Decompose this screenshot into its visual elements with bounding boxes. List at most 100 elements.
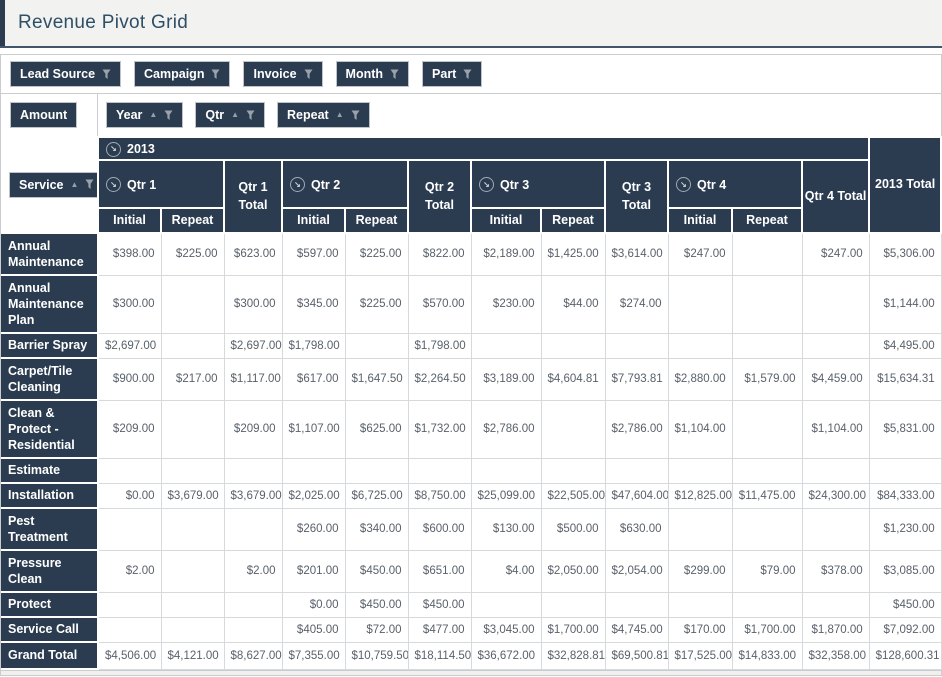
data-cell: $1,117.00 xyxy=(223,357,283,401)
data-cell: $2,786.00 xyxy=(470,399,542,459)
table-row: Carpet/Tile Cleaning $900.00 $217.00 $1,117… xyxy=(1,357,942,401)
column-group-qtr-2[interactable]: ↘ Qtr 2 xyxy=(281,159,409,209)
data-cell xyxy=(160,399,225,459)
sort-asc-icon: ▲ xyxy=(149,110,158,119)
data-cell: $4,745.00 xyxy=(604,616,669,643)
table-row: Clean & Protect - Residential $209.00 $209… xyxy=(1,399,942,459)
column-group-2013[interactable]: ↘ 2013 xyxy=(96,136,871,161)
column-header-qtr-4-initial: Initial xyxy=(667,207,733,234)
filter-icon[interactable] xyxy=(304,69,313,80)
filter-icon[interactable] xyxy=(246,110,255,121)
data-cell: $1,425.00 xyxy=(540,232,606,276)
column-group-qtr-4-label: Qtr 4 xyxy=(697,177,727,192)
data-cell: $2.00 xyxy=(223,549,283,593)
filter-icon[interactable] xyxy=(351,110,360,121)
filter-fields-area: Lead Source Campaign Invoice Month Part xyxy=(1,55,941,94)
data-cell: $1,579.00 xyxy=(731,357,803,401)
filter-icon[interactable] xyxy=(85,179,94,190)
data-cell: $0.00 xyxy=(281,591,346,618)
year-field-label: Year xyxy=(116,108,143,122)
repeat-field-button[interactable]: Repeat ▲ xyxy=(277,102,370,128)
table-row: Protect $0.00 $450.00 $450.00 $450.00 xyxy=(1,591,942,618)
pivot-grid-container: Lead Source Campaign Invoice Month Part Amou… xyxy=(0,54,942,676)
filter-field-part-field-button[interactable]: Part xyxy=(422,61,483,87)
filter-field-campaign-field-button[interactable]: Campaign xyxy=(134,61,231,87)
data-cell xyxy=(97,507,162,551)
column-group-qtr-1-label: Qtr 1 xyxy=(127,177,157,192)
data-cell: $8,627.00 xyxy=(223,641,283,670)
filter-field-month-field-button[interactable]: Month xyxy=(335,61,410,87)
data-cell: $1,798.00 xyxy=(407,332,472,359)
data-cell xyxy=(667,332,733,359)
data-cell: $1,700.00 xyxy=(731,616,803,643)
bottom-strip xyxy=(1,670,941,675)
data-cell xyxy=(160,332,225,359)
data-cell xyxy=(731,507,803,551)
data-cell: $17,525.00 xyxy=(667,641,733,670)
data-cell: $36,672.00 xyxy=(470,641,542,670)
data-cell: $5,306.00 xyxy=(868,232,942,276)
column-header-qtr-1-repeat: Repeat xyxy=(160,207,225,234)
data-cell xyxy=(540,332,606,359)
page-title: Revenue Pivot Grid xyxy=(18,12,189,33)
column-fields-area: Year ▲ Qtr ▲ Repeat ▲ xyxy=(98,94,370,136)
filter-field-lead-source-field-button[interactable]: Lead Source xyxy=(10,61,122,87)
data-cell xyxy=(97,616,162,643)
data-cell: $274.00 xyxy=(604,274,669,334)
data-cell: $130.00 xyxy=(470,507,542,551)
filter-icon[interactable] xyxy=(211,69,220,80)
data-cell: $2,025.00 xyxy=(281,482,346,509)
data-cell xyxy=(223,507,283,551)
data-cell xyxy=(731,591,803,618)
data-cell: $209.00 xyxy=(97,399,162,459)
data-cell: $2,697.00 xyxy=(97,332,162,359)
data-cell: $170.00 xyxy=(667,616,733,643)
data-cell: $570.00 xyxy=(407,274,472,334)
collapse-icon[interactable]: ↘ xyxy=(106,177,121,193)
data-cell xyxy=(604,457,669,484)
data-cell xyxy=(344,332,409,359)
sort-asc-icon: ▲ xyxy=(70,179,79,189)
qtr-field-button[interactable]: Qtr ▲ xyxy=(195,102,266,128)
data-cell: $1,144.00 xyxy=(868,274,942,334)
filter-field-invoice-field-button[interactable]: Invoice xyxy=(243,61,323,87)
data-cell: $15,634.31 xyxy=(868,357,942,401)
data-cell: $225.00 xyxy=(344,232,409,276)
data-cell xyxy=(868,457,942,484)
data-cell xyxy=(160,549,225,593)
data-cell: $405.00 xyxy=(281,616,346,643)
collapse-icon[interactable]: ↘ xyxy=(676,177,691,193)
year-field-button[interactable]: Year ▲ xyxy=(106,102,184,128)
filter-field-month-field-label: Month xyxy=(345,67,384,81)
data-cell xyxy=(407,457,472,484)
data-cell xyxy=(604,591,669,618)
filter-icon[interactable] xyxy=(390,69,399,80)
data-cell xyxy=(160,591,225,618)
filter-icon[interactable] xyxy=(102,69,111,80)
column-group-qtr-1[interactable]: ↘ Qtr 1 xyxy=(97,159,225,209)
collapse-icon[interactable]: ↘ xyxy=(106,141,121,157)
column-group-qtr-4[interactable]: ↘ Qtr 4 xyxy=(667,159,803,209)
data-cell: $260.00 xyxy=(281,507,346,551)
filter-icon[interactable] xyxy=(463,69,472,80)
data-cell: $340.00 xyxy=(344,507,409,551)
service-field-button[interactable]: Service ▲ xyxy=(9,171,96,198)
repeat-field-label: Repeat xyxy=(287,108,329,122)
collapse-icon[interactable]: ↘ xyxy=(479,177,494,193)
data-cell: $1,104.00 xyxy=(801,399,870,459)
data-cell: $7,092.00 xyxy=(868,616,942,643)
data-cell xyxy=(731,457,803,484)
data-cell: $128,600.31 xyxy=(868,641,942,670)
data-cell: $1,107.00 xyxy=(281,399,346,459)
data-cell: $450.00 xyxy=(344,549,409,593)
row-header: Pressure Clean xyxy=(1,549,99,593)
column-header-qtr-3-initial: Initial xyxy=(470,207,542,234)
row-header: Clean & Protect - Residential xyxy=(1,399,99,459)
collapse-icon[interactable]: ↘ xyxy=(290,177,305,193)
data-cell: $69,500.81 xyxy=(604,641,669,670)
filter-icon[interactable] xyxy=(164,110,173,121)
column-group-qtr-3[interactable]: ↘ Qtr 3 xyxy=(470,159,606,209)
sort-asc-icon: ▲ xyxy=(231,110,240,119)
data-cell: $600.00 xyxy=(407,507,472,551)
amount-field-button[interactable]: Amount xyxy=(10,102,78,128)
